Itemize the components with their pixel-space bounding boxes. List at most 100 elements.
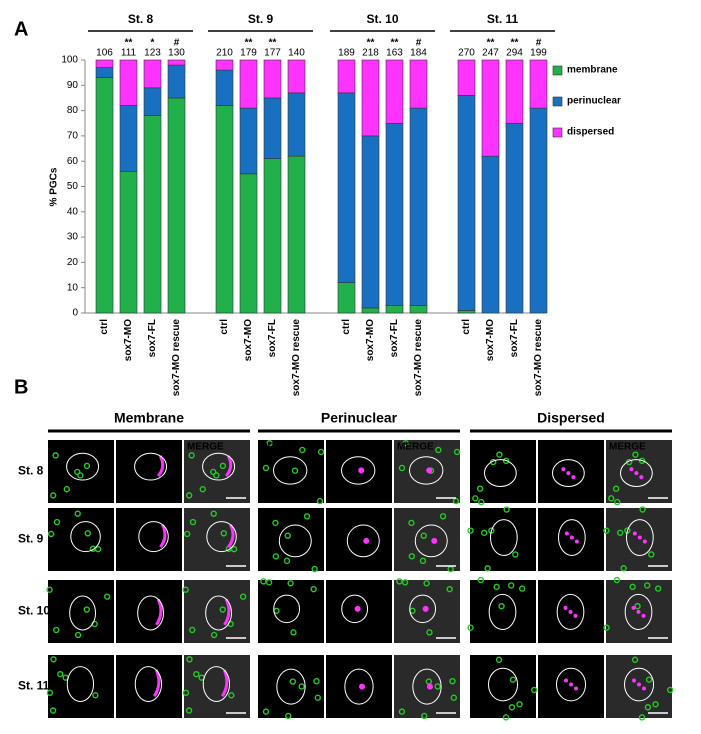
pcna-dot (50, 656, 57, 663)
micrograph (470, 440, 536, 503)
sample-size: 199 (530, 48, 547, 59)
piwi-signal (642, 686, 647, 691)
bar-segment (119, 105, 138, 172)
x-tick-label: sox7-FL (147, 319, 158, 357)
pcna-dot (476, 485, 484, 492)
pcna-dot (496, 451, 503, 458)
pcna-dot (631, 656, 639, 663)
x-tick-label: ctrl (461, 319, 472, 335)
group-label: St. 10 (366, 12, 398, 26)
pcna-dot (46, 586, 53, 593)
bar-segment (215, 59, 234, 71)
piwi-signal (159, 523, 167, 548)
pcna-dot (313, 677, 320, 685)
significance: ** (245, 38, 253, 49)
bar-segment (457, 95, 476, 311)
bar-segment (143, 115, 162, 314)
legend-label: dispersed (567, 127, 614, 138)
bar-segment (505, 59, 524, 124)
piwi-signal (563, 605, 568, 610)
pcna-dot (614, 498, 621, 506)
pcna-dot (467, 527, 474, 534)
pcna-dot (449, 677, 456, 685)
pcna-dot (644, 704, 652, 711)
pcna-dot (289, 678, 297, 685)
pcna-dot (89, 545, 97, 552)
pcna-dot (507, 582, 515, 589)
cell-outline (276, 668, 306, 705)
x-tick-label: ctrl (219, 319, 230, 335)
cell-outline (66, 666, 95, 702)
pcna-dot (516, 701, 523, 708)
pcna-dot (210, 468, 217, 476)
y-tick-label: 0 (72, 308, 78, 319)
pcna-dot (603, 624, 610, 631)
bar-segment (215, 69, 234, 106)
cell-outline (69, 595, 97, 631)
bar-segment (167, 97, 186, 314)
pcna-dot (83, 462, 91, 470)
channel-label: PCNA (261, 442, 289, 453)
x-tick-label: sox7-MO rescue (533, 319, 544, 397)
significance: * (151, 38, 155, 49)
pcna-dot (472, 495, 479, 502)
pcna-dot (617, 529, 624, 536)
piwi-signal (155, 598, 163, 626)
sample-size: 123 (144, 48, 161, 59)
pcna-dot (645, 676, 653, 683)
piwi-signal (636, 609, 641, 614)
sample-size: 106 (96, 48, 113, 59)
pcna-dot (467, 624, 474, 631)
micrograph (538, 440, 604, 503)
micrograph (394, 508, 460, 571)
cell-outline (137, 595, 165, 631)
bar-segment (385, 59, 404, 124)
x-tick-label: ctrl (341, 319, 352, 335)
piwi-signal (426, 467, 433, 474)
y-tick-label: 80 (67, 105, 79, 116)
pcna-dot (638, 714, 646, 721)
pcna-dot (446, 585, 453, 593)
sample-size: 140 (288, 48, 305, 59)
channel-label: PIWI (329, 442, 351, 453)
pcna-dot (508, 704, 516, 711)
pcna-dot (239, 593, 247, 600)
pcna-dot (291, 467, 299, 474)
pcna-dot (654, 585, 662, 592)
piwi-signal (569, 535, 574, 540)
cell-outline (484, 459, 517, 487)
pcna-dot (186, 656, 193, 663)
cell-outline (620, 459, 653, 487)
micrograph (116, 580, 182, 643)
y-tick-label: 60 (67, 156, 79, 167)
pcna-dot (188, 452, 195, 459)
cell-outline (409, 456, 444, 485)
pcna-dot (74, 468, 81, 476)
piwi-signal (641, 613, 646, 618)
pcna-dot (228, 692, 235, 699)
micrograph (48, 440, 114, 503)
piwi-signal (573, 613, 578, 618)
cell-outline (202, 452, 236, 481)
piwi-signal (564, 678, 569, 683)
cell-outline (341, 456, 376, 485)
pcna-dot (314, 694, 322, 701)
bar-segment (239, 59, 258, 109)
pcna-dot (481, 529, 488, 536)
channel-label: MERGE (187, 442, 224, 453)
bar-segment (167, 59, 186, 66)
bar-segment (239, 173, 258, 314)
x-tick-label: sox7-FL (509, 319, 520, 357)
pcna-dot (53, 626, 60, 634)
micrograph (470, 508, 536, 571)
pcna-dot (450, 694, 458, 701)
cell-outline (487, 667, 519, 702)
pcna-dot (408, 519, 415, 527)
pcna-dot (57, 670, 64, 678)
column-header: Dispersed (537, 410, 605, 426)
cell-outline (488, 593, 517, 630)
pcna-dot (182, 586, 189, 593)
bar-segment (481, 155, 500, 314)
y-tick-label: 50 (67, 181, 79, 192)
pcna-dot (220, 530, 227, 537)
